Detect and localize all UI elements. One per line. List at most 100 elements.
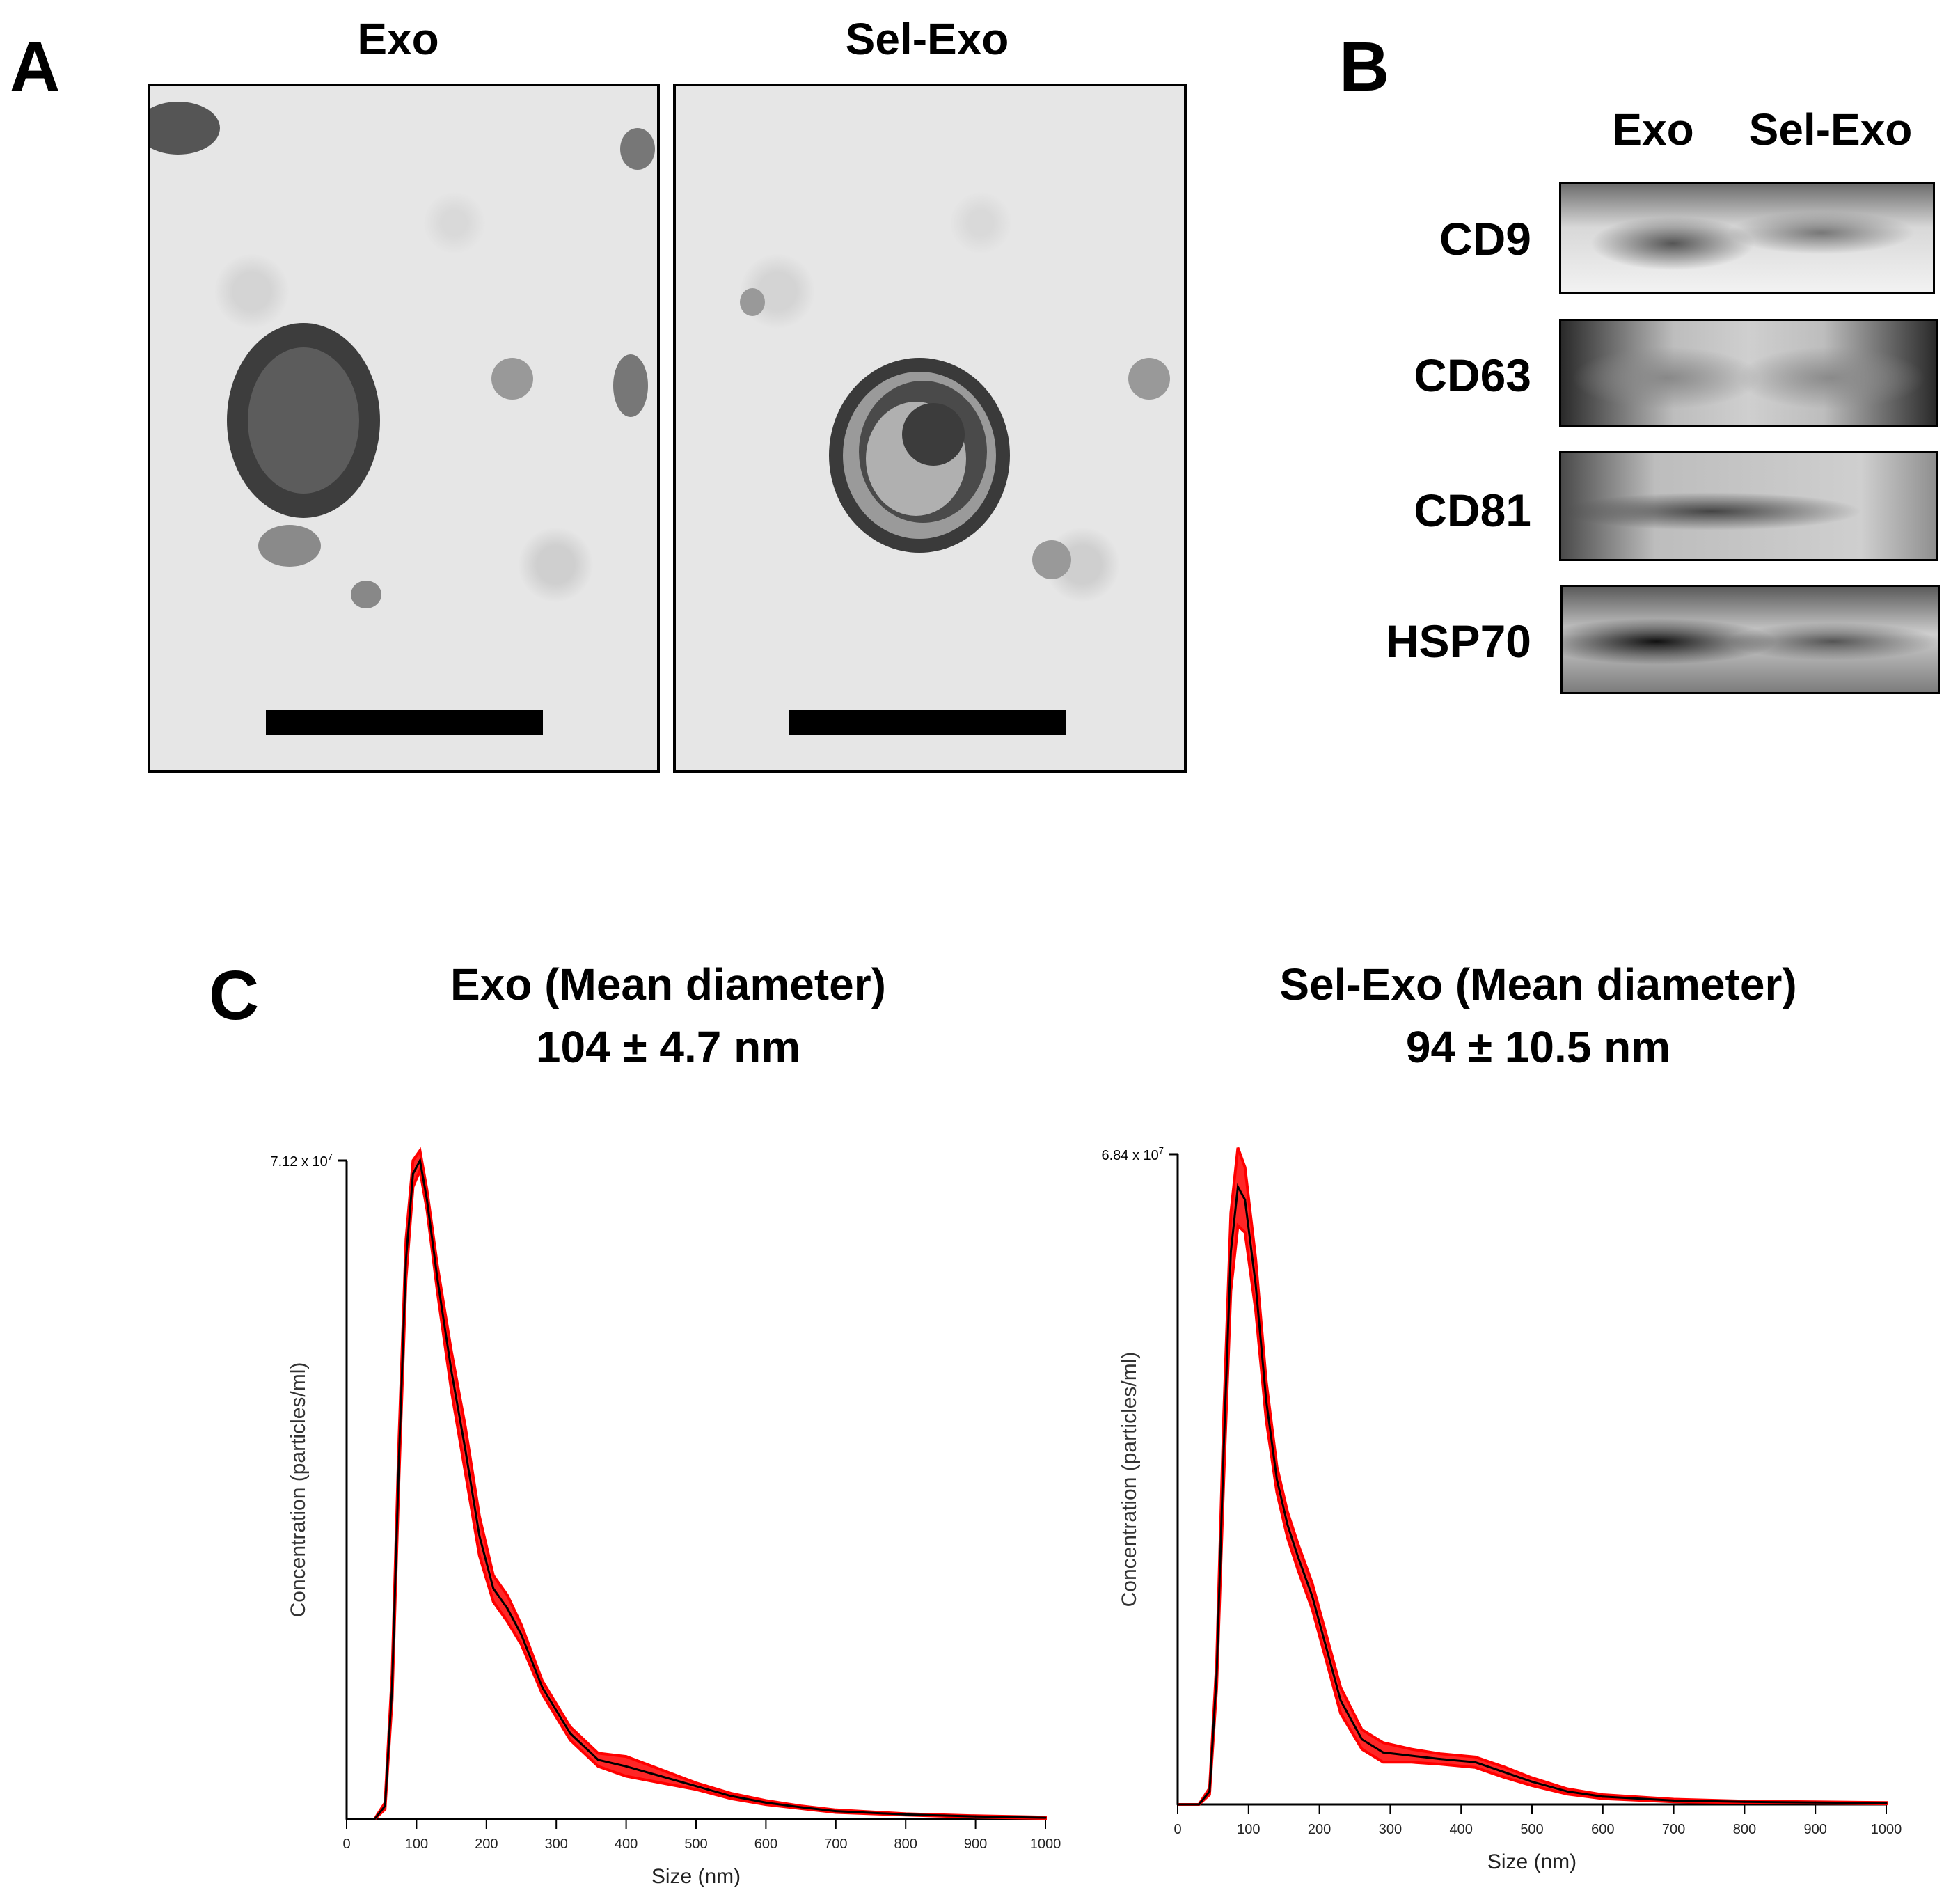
selexo-xtick-label-8: 800 (1733, 1822, 1756, 1837)
exo-xtick-label-7: 700 (824, 1836, 847, 1852)
exo-point-20 (660, 1775, 663, 1778)
exo-mean-line (347, 1157, 1046, 1820)
exo-ymax-exponent: 7 (328, 1151, 333, 1162)
exo-point-22 (729, 1795, 732, 1797)
exo-point-24 (800, 1806, 803, 1809)
selexo-ymax-label: 6.84 x 107 (1101, 1145, 1164, 1163)
selexo-xlabel: Size (nm) (1487, 1850, 1576, 1873)
exo-point-1 (373, 1818, 376, 1820)
exo-error-band (347, 1147, 1047, 1820)
selexo-xtick-label-7: 700 (1662, 1822, 1685, 1837)
exo-point-16 (541, 1686, 544, 1689)
blot-header-exo: Exo (1612, 104, 1694, 155)
chart-selexo: 6.84 x 107 0 100 200 300 400 500 600 700 800 900 10… (1101, 1145, 1902, 1873)
exo-point-13 (492, 1587, 495, 1590)
exo-xtick-label-8: 800 (894, 1836, 917, 1852)
chart-exo-title-block: Exo (Mean diameter) 104 ± 4.7 nm (390, 954, 947, 1078)
exo-point-9 (436, 1277, 439, 1280)
chart-exo-title: Exo (Mean diameter) (450, 959, 886, 1009)
band-label-cd9: CD9 (1439, 213, 1531, 265)
selexo-point-24 (1602, 1795, 1604, 1798)
selexo-point-3 (1215, 1673, 1218, 1676)
exo-point-25 (835, 1810, 837, 1813)
panel-letter-a: A (10, 28, 61, 106)
exo-xlabel: Size (nm) (651, 1865, 741, 1888)
exo-point-19 (625, 1765, 628, 1768)
exo-point-10 (450, 1370, 453, 1373)
selexo-point-16 (1361, 1738, 1364, 1741)
exo-point-11 (464, 1449, 467, 1451)
exo-xtick-label-6: 600 (754, 1836, 777, 1852)
exo-point-7 (418, 1159, 421, 1162)
tem-scalebar-selexo (789, 710, 1066, 735)
exo-point-2 (384, 1804, 386, 1807)
selexo-point-15 (1339, 1699, 1342, 1702)
exo-xtick-label-1: 100 (405, 1836, 428, 1852)
chart-selexo-title-block: Sel-Exo (Mean diameter) 94 ± 10.5 nm (1225, 954, 1851, 1078)
selexo-error-band (1178, 1147, 1888, 1806)
blot-cd9 (1559, 182, 1935, 294)
tem-selexo-drawing (740, 288, 1170, 579)
selexo-point-5 (1229, 1250, 1232, 1253)
blot-hsp70 (1560, 585, 1940, 694)
selexo-point-10 (1276, 1478, 1279, 1481)
tem-image-exo (148, 84, 660, 773)
exo-xtick-label-5: 500 (684, 1836, 707, 1852)
selexo-xtick-label-1: 100 (1237, 1822, 1260, 1837)
selexo-xtick-label-3: 300 (1379, 1822, 1402, 1837)
exo-point-15 (520, 1633, 523, 1636)
selexo-point-9 (1265, 1400, 1267, 1403)
exo-point-27 (974, 1815, 977, 1818)
tem-scalebar-exo (266, 710, 543, 735)
band-label-cd63: CD63 (1414, 349, 1531, 401)
exo-point-26 (904, 1813, 907, 1816)
selexo-point-27 (1814, 1801, 1817, 1804)
exo-xtick-label-2: 200 (475, 1836, 498, 1852)
selexo-point-0 (1176, 1803, 1179, 1806)
selexo-point-13 (1311, 1595, 1313, 1598)
selexo-point-2 (1208, 1790, 1211, 1793)
selexo-point-19 (1439, 1758, 1441, 1761)
selexo-point-4 (1222, 1445, 1225, 1448)
band-label-cd81: CD81 (1414, 485, 1531, 536)
exo-xtick-label-0: 0 (342, 1836, 350, 1852)
chart-selexo-title: Sel-Exo (Mean diameter) (1279, 959, 1797, 1009)
panel-letter-c: C (209, 957, 260, 1034)
blot-cd63 (1559, 319, 1938, 427)
selexo-ylabel: Concentration (particles/ml) (1118, 1352, 1141, 1607)
chart-exo-subtitle: 104 ± 4.7 nm (535, 1021, 801, 1072)
exo-point-17 (569, 1732, 571, 1735)
selexo-xtick-label-10: 1000 (1871, 1822, 1902, 1837)
exo-point-21 (695, 1785, 697, 1788)
exo-xtick-label-9: 900 (964, 1836, 987, 1852)
exo-point-14 (506, 1607, 509, 1610)
exo-xtick-label-10: 1000 (1030, 1836, 1061, 1852)
exo-ylabel: Concentration (particles/ml) (287, 1362, 310, 1618)
exo-point-28 (1044, 1816, 1047, 1819)
blot-header-selexo: Sel-Exo (1748, 104, 1913, 155)
tem-exo-drawing (150, 102, 655, 608)
exo-point-3 (390, 1686, 393, 1689)
selexo-point-1 (1198, 1803, 1201, 1806)
selexo-point-12 (1297, 1556, 1299, 1559)
selexo-point-22 (1531, 1780, 1533, 1783)
selexo-point-17 (1382, 1751, 1384, 1754)
selexo-point-8 (1254, 1283, 1257, 1286)
exo-point-4 (397, 1456, 400, 1458)
blot-cd81 (1559, 451, 1938, 561)
selexo-xtick-label-2: 200 (1308, 1822, 1331, 1837)
selexo-xtick-label-5: 500 (1520, 1822, 1543, 1837)
exo-point-8 (425, 1199, 428, 1202)
selexo-point-20 (1474, 1761, 1477, 1763)
exo-point-0 (345, 1818, 348, 1820)
tem-header-exo: Exo (357, 14, 439, 64)
exo-ymax-label: 7.12 x 107 (270, 1151, 333, 1170)
exo-point-5 (404, 1258, 407, 1261)
selexo-xtick-label-4: 400 (1450, 1822, 1473, 1837)
exo-point-12 (478, 1534, 481, 1537)
selexo-xtick-label-9: 900 (1804, 1822, 1827, 1837)
selexo-point-7 (1244, 1198, 1247, 1201)
selexo-point-26 (1743, 1800, 1746, 1803)
exo-xtick-label-3: 300 (545, 1836, 568, 1852)
selexo-point-14 (1325, 1647, 1328, 1650)
